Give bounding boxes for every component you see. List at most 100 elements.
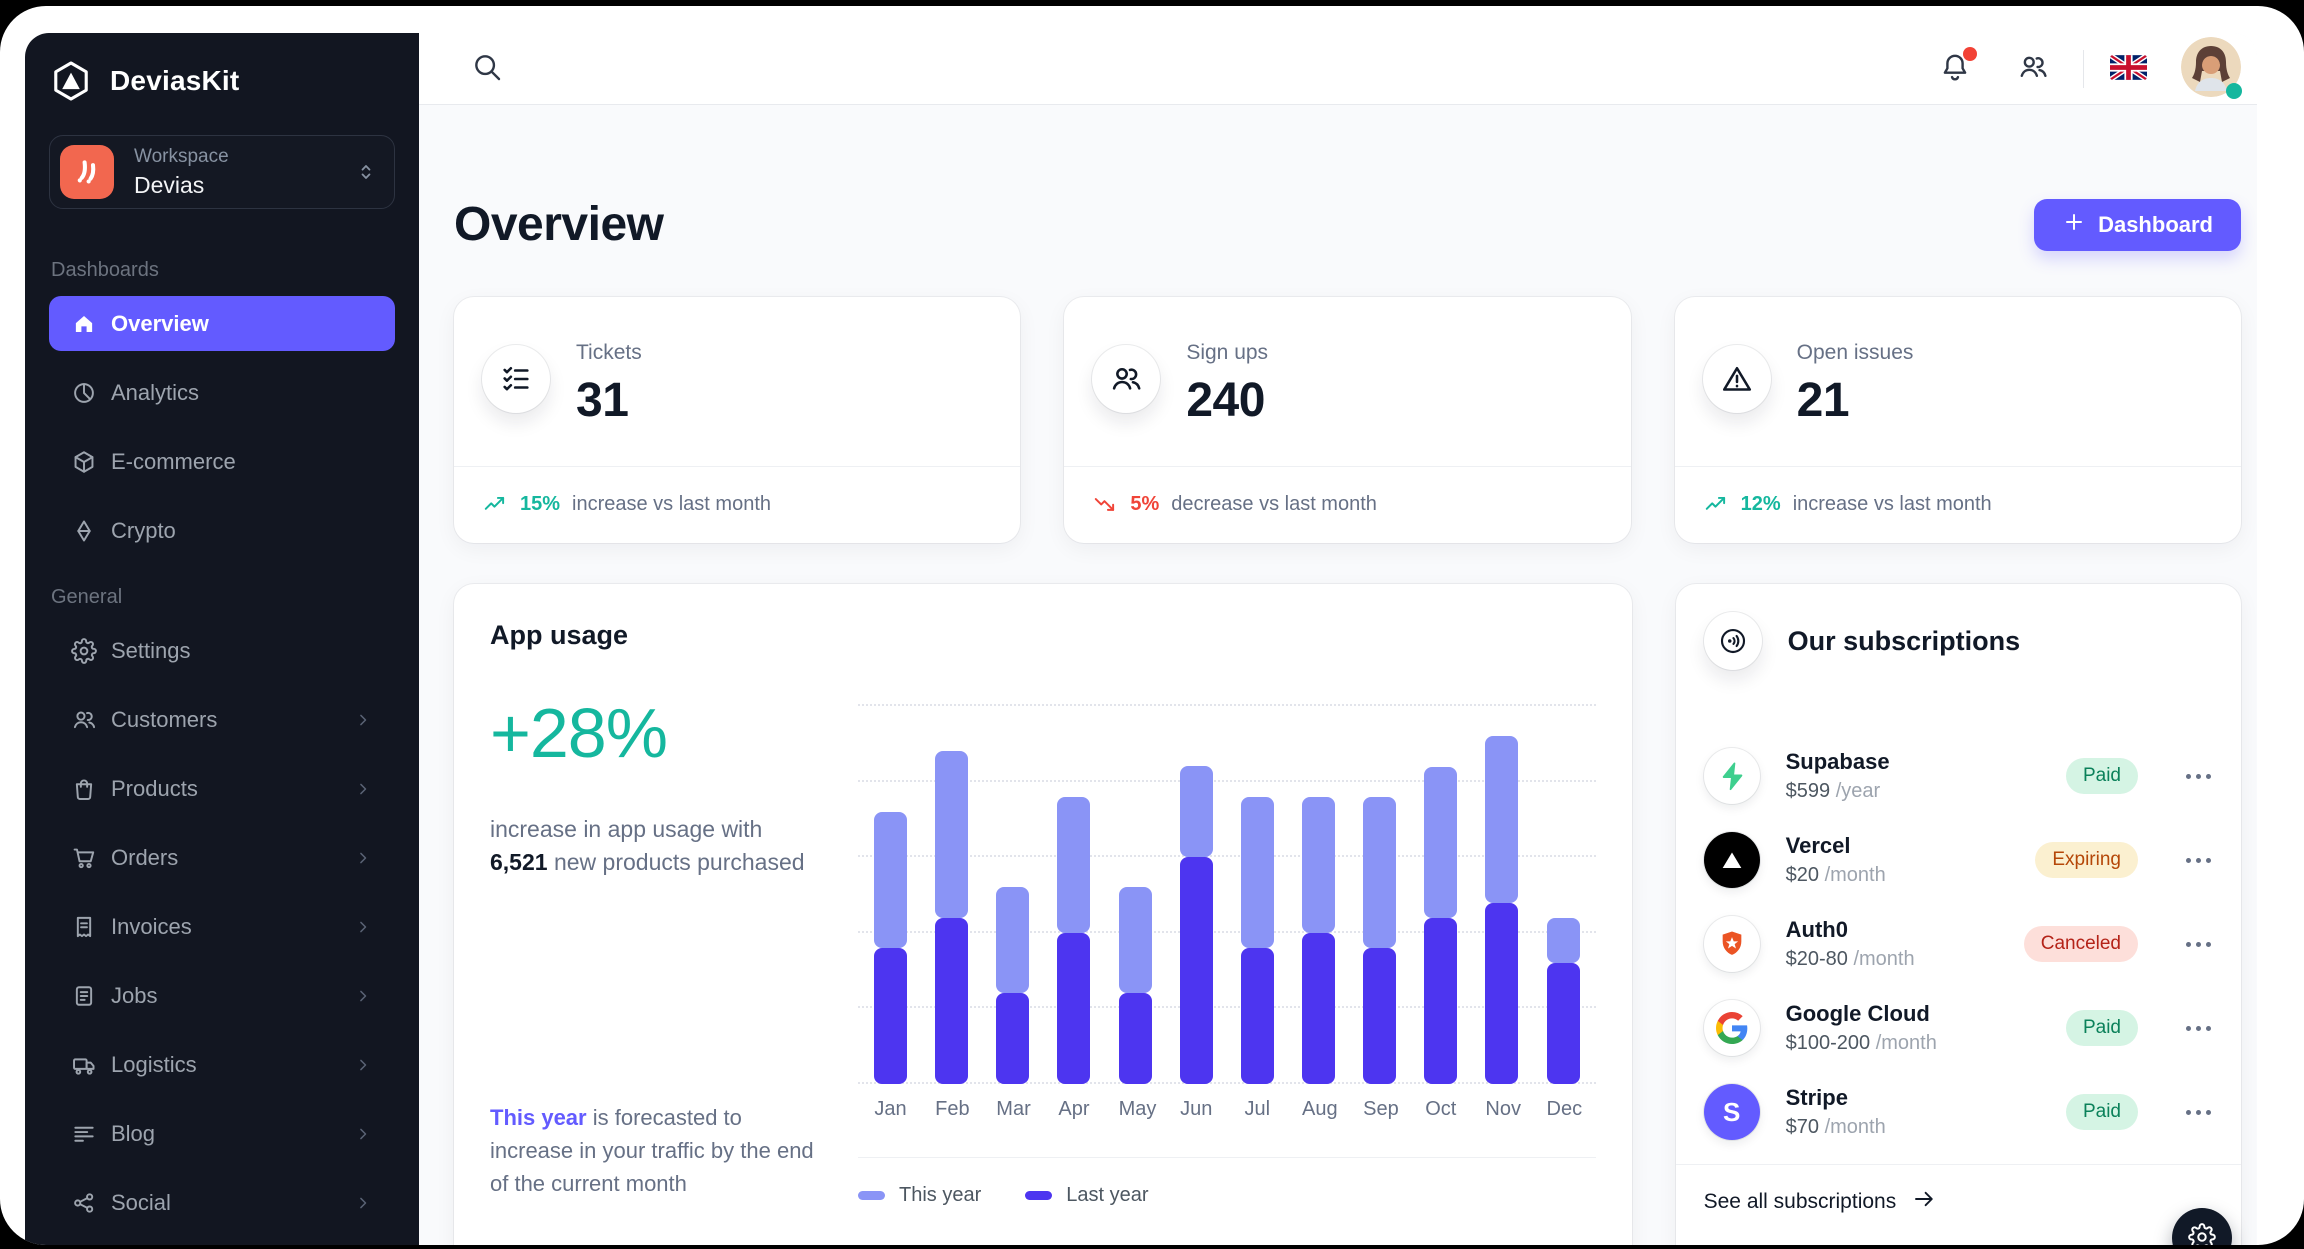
topbar-divider xyxy=(2083,50,2084,88)
legend-this-year[interactable]: This year xyxy=(858,1184,981,1207)
language-button[interactable] xyxy=(2110,55,2147,83)
subscription-name: Vercel xyxy=(1786,833,2010,859)
see-all-subscriptions-link[interactable]: See all subscriptions xyxy=(1704,1187,1937,1217)
bar-segment-this-year xyxy=(874,812,907,948)
online-status-dot xyxy=(2226,83,2242,99)
sidebar-nav: DashboardsOverviewAnalyticsE-commerceCry… xyxy=(49,259,395,1230)
chevron-right-icon xyxy=(353,1193,373,1213)
x-label-aug: Aug xyxy=(1302,1098,1335,1121)
subscription-name: Supabase xyxy=(1786,749,2040,775)
sidebar-item-label: Analytics xyxy=(111,380,199,406)
sidebar-item-overview[interactable]: Overview xyxy=(49,296,395,351)
add-dashboard-button[interactable]: Dashboard xyxy=(2034,199,2241,251)
bar-sep xyxy=(1363,797,1396,1084)
subscription-price: $100-200 /month xyxy=(1786,1032,2040,1055)
sidebar-item-blog[interactable]: Blog xyxy=(49,1106,395,1161)
subscription-info: Stripe $70 /month xyxy=(1786,1085,2040,1139)
trend-text: increase vs last month xyxy=(1793,493,1992,516)
bar-segment-last-year xyxy=(1119,993,1152,1084)
plus-icon xyxy=(2062,210,2086,240)
workspace-logo-icon xyxy=(60,145,114,199)
notifications-button[interactable] xyxy=(1933,45,1977,92)
lines-icon xyxy=(71,1121,97,1147)
sidebar-item-settings[interactable]: Settings xyxy=(49,623,395,678)
x-label-apr: Apr xyxy=(1057,1098,1090,1121)
app-usage-highlight: +28% xyxy=(490,693,814,773)
bar-segment-last-year xyxy=(935,918,968,1084)
users-icon xyxy=(71,707,97,733)
x-label-mar: Mar xyxy=(996,1098,1029,1121)
row-menu-button[interactable] xyxy=(2184,766,2213,787)
contacts-button[interactable] xyxy=(2011,45,2055,92)
search-button[interactable] xyxy=(465,45,509,92)
bag-icon xyxy=(71,776,97,802)
bar-segment-this-year xyxy=(1241,797,1274,948)
workspace-switcher[interactable]: Workspace Devias xyxy=(49,135,395,209)
page-title: Overview xyxy=(454,197,663,252)
sidebar-item-logistics[interactable]: Logistics xyxy=(49,1037,395,1092)
sidebar-item-crypto[interactable]: Crypto xyxy=(49,503,395,558)
users-icon xyxy=(1092,345,1160,413)
arrow-right-icon xyxy=(1912,1187,1936,1217)
sidebar-item-orders[interactable]: Orders xyxy=(49,830,395,885)
sidebar: DeviasKit Workspace Devias DashboardsOve… xyxy=(25,33,419,1245)
vercel-logo-icon xyxy=(1704,832,1760,888)
bar-oct xyxy=(1424,767,1457,1085)
stat-card-sign-ups: Sign ups 240 5% decrease vs last month xyxy=(1064,297,1630,543)
app-usage-chart: JanFebMarAprMayJunJulAugSepOctNovDec Thi… xyxy=(858,620,1596,1228)
subscription-price: $20-80 /month xyxy=(1786,948,1998,971)
bar-segment-this-year xyxy=(1547,918,1580,963)
bar-segment-last-year xyxy=(1180,857,1213,1084)
stat-trend: 12% increase vs last month xyxy=(1675,466,2241,543)
bar-segment-last-year xyxy=(874,948,907,1084)
uk-flag-icon xyxy=(2110,55,2147,83)
bar-apr xyxy=(1057,797,1090,1084)
chevron-right-icon xyxy=(353,710,373,730)
user-menu-button[interactable] xyxy=(2181,37,2241,100)
main-area: Overview Dashboard Tickets 31 15% increa xyxy=(419,33,2257,1245)
row-menu-button[interactable] xyxy=(2184,934,2213,955)
window-frame: DeviasKit Workspace Devias DashboardsOve… xyxy=(0,6,2304,1245)
subscription-name: Auth0 xyxy=(1786,917,1998,943)
sidebar-item-invoices[interactable]: Invoices xyxy=(49,899,395,954)
sidebar-item-label: Orders xyxy=(111,845,178,871)
legend-label: Last year xyxy=(1066,1184,1148,1207)
sidebar-item-e-commerce[interactable]: E-commerce xyxy=(49,434,395,489)
x-label-jul: Jul xyxy=(1241,1098,1274,1121)
sidebar-section-general: General xyxy=(49,586,395,609)
users-icon xyxy=(2017,51,2049,86)
stat-label: Sign ups xyxy=(1186,341,1268,365)
bar-mar xyxy=(996,887,1029,1084)
bar-segment-last-year xyxy=(1241,948,1274,1084)
screen: DeviasKit Workspace Devias DashboardsOve… xyxy=(0,0,2304,1249)
trend-up-icon xyxy=(482,492,508,518)
chevron-up-down-icon xyxy=(354,160,378,184)
sidebar-item-label: Social xyxy=(111,1190,171,1216)
subscription-row-supabase: Supabase $599 /year Paid xyxy=(1704,734,2213,818)
stripe-logo-icon: S xyxy=(1704,1084,1760,1140)
topbar xyxy=(419,33,2257,105)
row-menu-button[interactable] xyxy=(2184,850,2213,871)
status-badge: Paid xyxy=(2066,758,2138,794)
sidebar-item-label: E-commerce xyxy=(111,449,236,475)
sidebar-item-jobs[interactable]: Jobs xyxy=(49,968,395,1023)
bar-segment-last-year xyxy=(1485,903,1518,1084)
chevron-right-icon xyxy=(353,848,373,868)
row-menu-button[interactable] xyxy=(2184,1018,2213,1039)
workspace-text: Workspace Devias xyxy=(134,146,334,199)
sidebar-item-label: Jobs xyxy=(111,983,157,1009)
subscription-price: $599 /year xyxy=(1786,780,2040,803)
row-menu-button[interactable] xyxy=(2184,1102,2213,1123)
sidebar-item-customers[interactable]: Customers xyxy=(49,692,395,747)
legend-last-year[interactable]: Last year xyxy=(1025,1184,1148,1207)
bar-segment-this-year xyxy=(1302,797,1335,933)
app-usage-count: 6,521 xyxy=(490,849,548,875)
chart-bars xyxy=(858,706,1596,1084)
trend-text: increase vs last month xyxy=(572,493,771,516)
bar-chart-plot xyxy=(858,706,1596,1084)
sidebar-item-analytics[interactable]: Analytics xyxy=(49,365,395,420)
chart-legend: This year Last year xyxy=(858,1184,1596,1207)
sidebar-item-social[interactable]: Social xyxy=(49,1175,395,1230)
subscription-row-google-cloud: Google Cloud $100-200 /month Paid xyxy=(1704,986,2213,1070)
sidebar-item-products[interactable]: Products xyxy=(49,761,395,816)
